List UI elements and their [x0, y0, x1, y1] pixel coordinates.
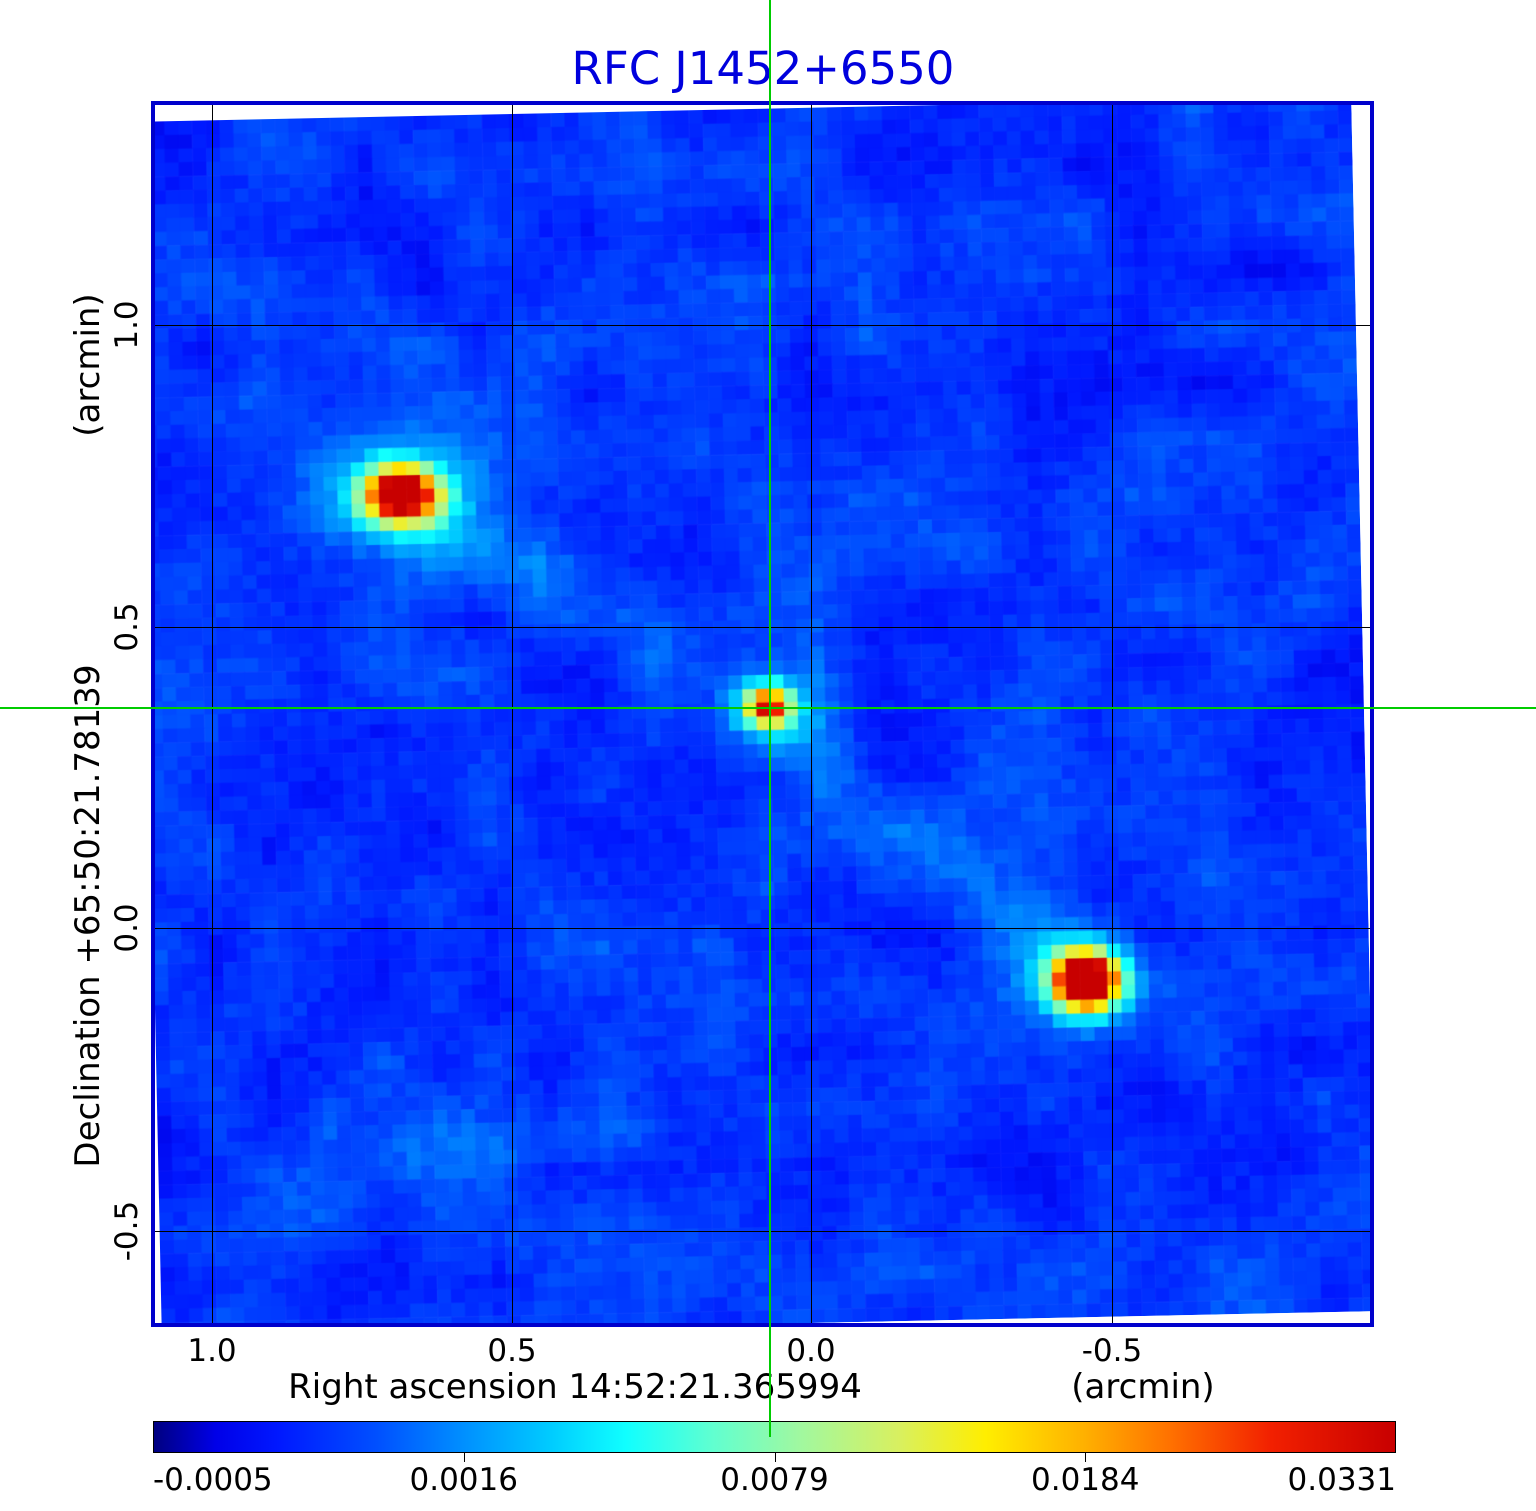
y-tick-label: 1.0	[109, 300, 145, 350]
colorbar-tick	[774, 1453, 776, 1462]
crosshair-horizontal-line	[0, 707, 1536, 709]
x-gridline	[1112, 105, 1113, 1323]
plot-area	[155, 105, 1370, 1323]
page-title: RFC J1452+6550	[571, 42, 955, 95]
colorbar-tick-label: 0.0016	[409, 1462, 518, 1498]
colorbar-tick	[463, 1453, 465, 1462]
x-tick-label: -0.5	[1081, 1333, 1143, 1369]
colorbar-tick-label: 0.0331	[1287, 1462, 1396, 1498]
x-gridline	[512, 105, 513, 1323]
colorbar-tick-label: 0.0079	[720, 1462, 829, 1498]
colorbar-tick-label: 0.0184	[1031, 1462, 1140, 1498]
y-gridline	[155, 325, 1370, 326]
plot-frame	[151, 101, 1374, 1327]
colorbar	[153, 1421, 1396, 1453]
crosshair-vertical-line	[769, 0, 771, 1437]
x-axis-label: Right ascension 14:52:21.365994	[288, 1367, 862, 1407]
x-tick-label: 0.0	[786, 1333, 836, 1369]
y-gridline	[155, 928, 1370, 929]
y-tick-label: -0.5	[109, 1200, 145, 1262]
x-axis-unit: (arcmin)	[1071, 1367, 1215, 1407]
colorbar-tick	[1085, 1453, 1087, 1462]
y-gridline	[155, 1231, 1370, 1232]
colorbar-tick-label: -0.0005	[153, 1462, 273, 1498]
y-axis-unit: (arcmin)	[68, 293, 108, 437]
x-tick-label: 1.0	[187, 1333, 237, 1369]
sky-map-canvas	[155, 105, 1370, 1323]
x-gridline	[212, 105, 213, 1323]
y-tick-label: 0.0	[109, 903, 145, 953]
y-tick-label: 0.5	[109, 602, 145, 652]
x-gridline	[811, 105, 812, 1323]
y-gridline	[155, 627, 1370, 628]
x-tick-label: 0.5	[487, 1333, 537, 1369]
y-axis-label: Declination +65:50:21.78139	[68, 664, 108, 1168]
